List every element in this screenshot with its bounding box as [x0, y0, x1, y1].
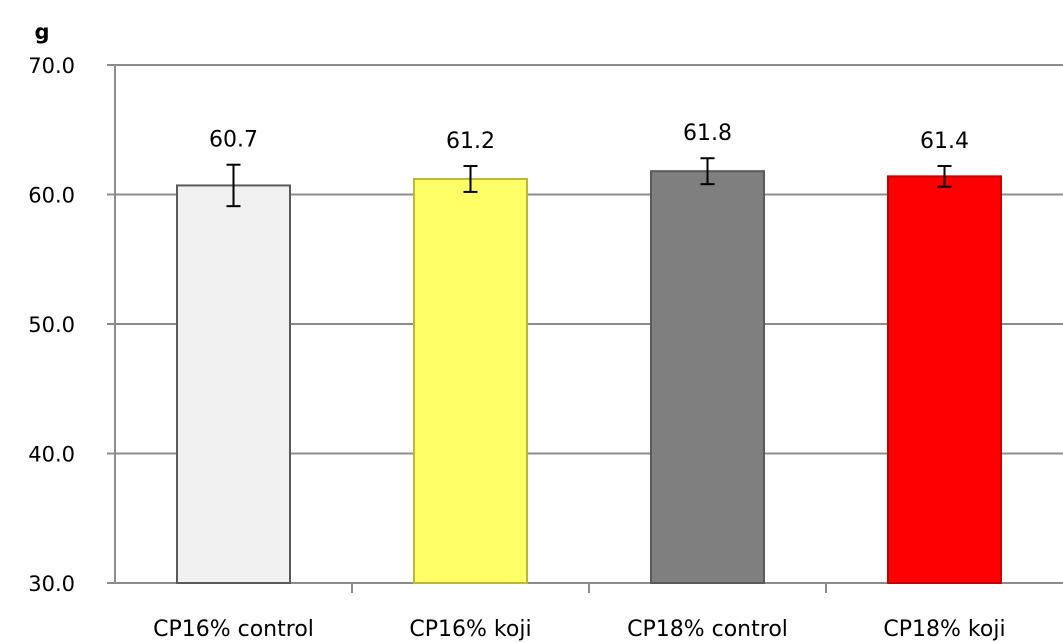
y-tick-label: 70.0	[28, 54, 75, 78]
x-category-label: CP18% koji	[883, 617, 1005, 642]
y-axis-unit-label: g	[34, 20, 49, 44]
x-category-label: CP18% control	[627, 617, 788, 642]
y-tick-label: 60.0	[28, 184, 75, 208]
bar	[413, 177, 528, 585]
bar	[650, 170, 765, 584]
y-tick-label: 40.0	[28, 443, 75, 467]
bars	[176, 157, 1002, 585]
y-tick-label: 30.0	[28, 572, 75, 596]
bar	[176, 184, 291, 584]
x-category-label: CP16% koji	[409, 617, 531, 642]
x-category-label: CP16% control	[153, 617, 314, 642]
data-label: 61.8	[683, 121, 732, 146]
data-label: 61.4	[920, 129, 969, 154]
bar	[887, 175, 1002, 584]
data-label: 61.2	[446, 129, 495, 154]
labels: 30.0 40.0 50.0 60.0 70.0 60.7 CP16% control 61.…	[28, 54, 1005, 642]
data-label: 60.7	[209, 128, 258, 153]
y-tick-label: 50.0	[28, 313, 75, 337]
